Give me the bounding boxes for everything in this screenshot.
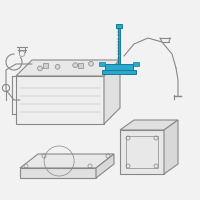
- Polygon shape: [118, 24, 120, 67]
- Polygon shape: [16, 76, 104, 124]
- Polygon shape: [105, 64, 133, 70]
- Polygon shape: [96, 154, 114, 178]
- Polygon shape: [116, 24, 122, 28]
- Polygon shape: [78, 63, 83, 68]
- Polygon shape: [43, 63, 48, 68]
- Polygon shape: [20, 168, 96, 178]
- Polygon shape: [120, 130, 164, 174]
- Polygon shape: [120, 120, 178, 130]
- Polygon shape: [104, 60, 120, 124]
- Polygon shape: [133, 62, 139, 66]
- Circle shape: [38, 66, 42, 71]
- Polygon shape: [164, 120, 178, 174]
- Circle shape: [55, 64, 60, 69]
- Circle shape: [89, 61, 93, 66]
- Polygon shape: [99, 62, 105, 66]
- Polygon shape: [102, 70, 136, 74]
- Polygon shape: [20, 154, 114, 168]
- Polygon shape: [16, 60, 120, 76]
- Circle shape: [73, 63, 78, 68]
